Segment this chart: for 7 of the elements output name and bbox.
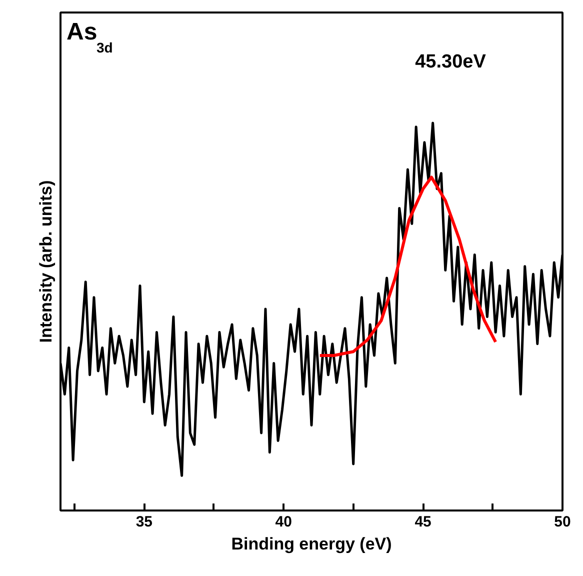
x-tick-label: 40 [275, 514, 292, 530]
text: 45.30eV [415, 52, 486, 72]
y-axis-title: Intensity (arb. units) [36, 180, 56, 343]
x-axis-title: Binding energy (eV) [231, 534, 392, 554]
x-tick-label: 50 [554, 514, 571, 530]
x-tick-label: 35 [136, 514, 153, 530]
x-tick-label: 45 [414, 514, 432, 530]
